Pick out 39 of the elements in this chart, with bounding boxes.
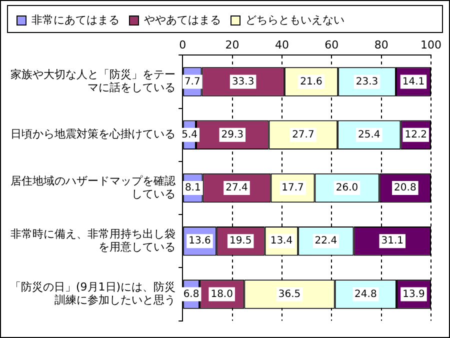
x-tick-label: 60 [324,38,339,52]
data-label: 18.0 [210,288,233,300]
data-label: 36.5 [278,288,301,300]
data-label: 6.8 [183,288,200,300]
x-tick-label: 20 [225,38,240,52]
data-label: 23.3 [356,76,378,88]
y-tick-label: 家族や大切な人と「防災」をテーマに話をしている [10,68,176,94]
data-label: 21.6 [300,76,322,88]
data-label: 22.4 [314,236,338,247]
x-tick-label: 0 [179,38,186,52]
x-tick-label: 80 [374,38,388,52]
data-label: 27.7 [292,129,314,140]
legend-label: 非常にあてはまる [32,13,120,26]
data-label: 5.4 [182,129,198,140]
data-label: 24.8 [354,288,377,300]
y-tick-label: 非常時に備え、非常用持ち出し袋を用意している [10,227,176,254]
y-tick-label: 居住地域のハザードマップを確認している [10,174,176,200]
data-label: 13.6 [188,236,211,247]
data-label: 7.7 [184,76,200,88]
y-tick-label: 「防災の日」(9月1日)には、防災訓練に参加したいと思う [10,280,176,307]
x-tick-label: 100 [420,38,442,52]
data-label: 19.5 [229,236,252,247]
data-label: 13.4 [270,236,293,247]
data-label: 12.2 [404,129,427,140]
data-label: 13.9 [402,288,425,300]
data-label: 8.1 [184,182,201,194]
data-label: 25.4 [358,129,380,140]
x-tick-label: 40 [274,38,289,52]
data-label: 20.8 [394,182,416,194]
legend-label: どちらともいえない [246,13,344,26]
legend-label: ややあてはまる [144,13,221,26]
data-label: 33.3 [232,76,254,88]
data-label: 17.7 [282,182,304,194]
data-label: 27.4 [226,182,248,194]
data-label: 29.3 [221,129,244,140]
data-label: 26.0 [336,182,358,194]
data-label: 14.1 [402,76,425,88]
data-label: 31.1 [381,236,404,247]
y-tick-label: 日頃から地震対策を心掛けている [10,128,176,141]
